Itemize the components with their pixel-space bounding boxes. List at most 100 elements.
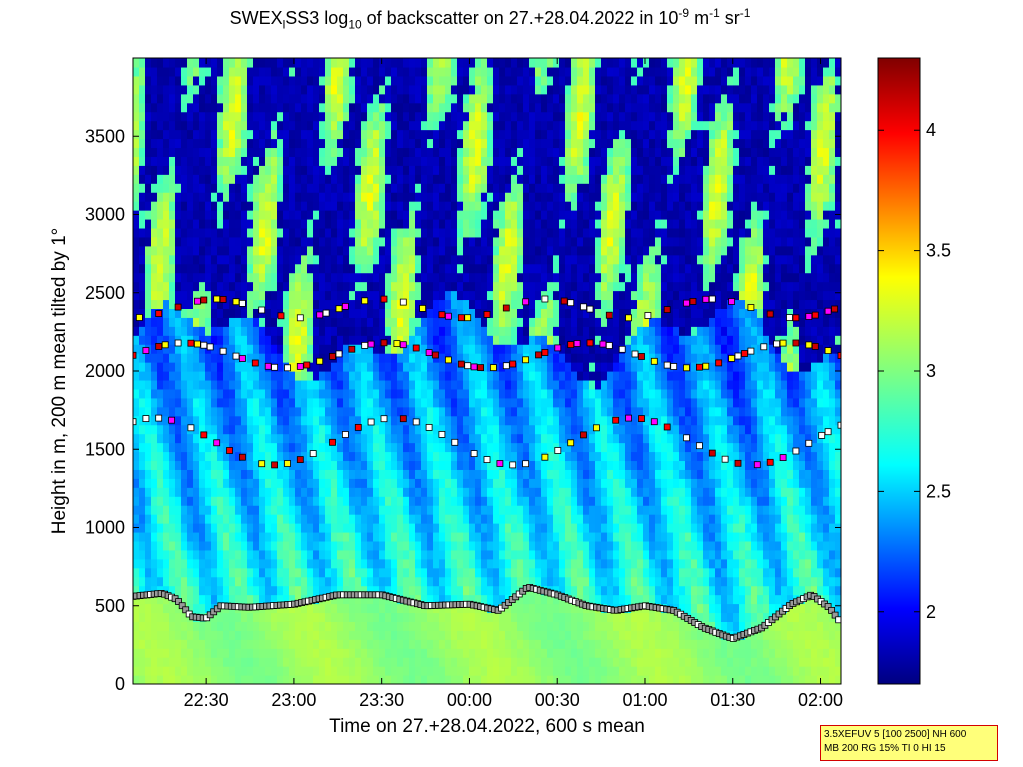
heatmap-cell — [181, 120, 188, 131]
heatmap-cell — [469, 66, 476, 77]
heatmap-cell — [211, 648, 218, 658]
heatmap-cell — [325, 192, 332, 202]
heatmap-cell — [439, 567, 446, 578]
heatmap-cell — [151, 93, 158, 104]
heatmap-cell — [367, 371, 374, 381]
heatmap-cell — [499, 272, 506, 283]
heatmap-cell — [283, 648, 290, 658]
heatmap-cell — [217, 93, 224, 104]
heatmap-cell — [235, 415, 242, 426]
heatmap-cell — [499, 433, 506, 444]
heatmap-cell — [139, 147, 146, 157]
heatmap-cell — [241, 344, 248, 354]
heatmap-cell — [343, 523, 350, 533]
heatmap-cell — [205, 540, 212, 551]
heatmap-cell — [373, 147, 380, 157]
heatmap-cell — [181, 639, 188, 649]
heatmap-cell — [415, 254, 422, 265]
heatmap-cell — [349, 621, 356, 631]
heatmap-cell — [163, 415, 170, 426]
heatmap-cell — [211, 666, 218, 676]
heatmap-cell — [529, 451, 536, 462]
heatmap-cell — [469, 397, 476, 408]
heatmap-cell — [301, 165, 308, 175]
heatmap-cell — [505, 111, 512, 122]
heatmap-cell — [391, 379, 398, 390]
heatmap-cell — [235, 371, 242, 381]
heatmap-cell — [319, 183, 326, 193]
heatmap-cell — [157, 335, 164, 345]
heatmap-cell — [367, 505, 374, 515]
heatmap-cell — [139, 666, 146, 676]
heatmap-cell — [247, 254, 254, 265]
heatmap-cell — [187, 630, 194, 640]
heatmap-cell — [301, 138, 308, 149]
heatmap-cell — [367, 540, 374, 551]
heatmap-cell — [511, 469, 518, 479]
heatmap-cell — [475, 451, 482, 462]
heatmap-cell — [547, 165, 554, 175]
heatmap-cell — [355, 540, 362, 551]
heatmap-cell — [277, 93, 284, 104]
heatmap-cell — [505, 505, 512, 515]
heatmap-cell — [181, 66, 188, 77]
heatmap-cell — [211, 138, 218, 149]
heatmap-cell — [373, 549, 380, 560]
heatmap-cell — [193, 344, 200, 354]
heatmap-cell — [427, 236, 434, 247]
heatmap-cell — [409, 326, 416, 336]
heatmap-cell — [211, 210, 218, 220]
heatmap-cell — [199, 531, 206, 542]
heatmap-cell — [187, 433, 194, 444]
heatmap-cell — [175, 478, 182, 488]
heatmap-cell — [409, 657, 416, 667]
heatmap-cell — [349, 585, 356, 596]
heatmap-cell — [181, 496, 188, 506]
heatmap-cell — [145, 379, 152, 390]
heatmap-cell — [487, 66, 494, 77]
heatmap-cell — [151, 460, 158, 470]
heatmap-cell — [529, 639, 536, 649]
heatmap-cell — [169, 147, 176, 157]
heatmap-cell — [181, 415, 188, 426]
heatmap-cell — [253, 523, 260, 533]
heatmap-cell — [253, 326, 260, 336]
heatmap-cell — [283, 558, 290, 569]
heatmap-cell — [361, 469, 368, 479]
heatmap-cell — [547, 621, 554, 631]
heatmap-cell — [163, 514, 170, 524]
heatmap-cell — [553, 245, 560, 256]
heatmap-cell — [355, 218, 362, 229]
heatmap-cell — [313, 523, 320, 533]
heatmap-cell — [247, 388, 254, 399]
heatmap-cell — [523, 639, 530, 649]
heatmap-cell — [169, 317, 176, 327]
heatmap-cell — [349, 388, 356, 399]
heatmap-cell — [475, 93, 482, 104]
heatmap-cell — [457, 227, 464, 238]
heatmap-cell — [205, 379, 212, 390]
heatmap-cell — [481, 326, 488, 336]
heatmap-cell — [361, 102, 368, 113]
heatmap-cell — [253, 540, 260, 551]
heatmap-cell — [481, 514, 488, 524]
heatmap-cell — [409, 442, 416, 453]
heatmap-cell — [373, 344, 380, 354]
heatmap-cell — [187, 111, 194, 122]
heatmap-cell — [217, 281, 224, 292]
heatmap-cell — [553, 514, 560, 524]
heatmap-cell — [343, 344, 350, 354]
heatmap-cell — [253, 58, 260, 68]
heatmap-cell — [349, 156, 356, 166]
heatmap-cell — [259, 290, 266, 301]
heatmap-cell — [151, 549, 158, 560]
heatmap-cell — [175, 236, 182, 247]
heatmap-cell — [403, 514, 410, 524]
heatmap-cell — [553, 523, 560, 533]
heatmap-cell — [169, 460, 176, 470]
heatmap-cell — [421, 210, 428, 220]
heatmap-cell — [535, 326, 542, 336]
heatmap-cell — [541, 281, 548, 292]
heatmap-cell — [427, 218, 434, 229]
heatmap-cell — [175, 93, 182, 104]
